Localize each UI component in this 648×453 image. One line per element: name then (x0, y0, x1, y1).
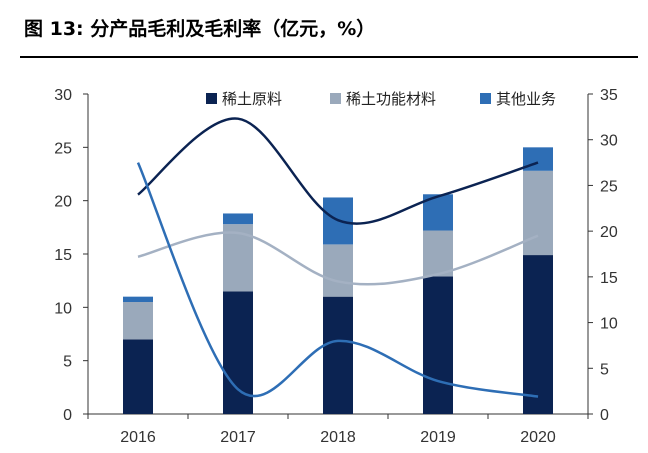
y-right-tick-label: 10 (600, 316, 618, 333)
y-left-tick-label: 30 (54, 87, 72, 104)
x-tick-label: 2020 (520, 429, 556, 446)
y-left-tick-label: 5 (63, 354, 72, 371)
bar-segment-1 (223, 291, 253, 414)
title-divider (20, 56, 638, 58)
y-right-tick-label: 5 (600, 361, 609, 378)
bar-segment-2 (323, 244, 353, 297)
y-right-tick-label: 30 (600, 133, 618, 150)
bar-segment-3 (123, 296, 153, 302)
x-tick-label: 2016 (120, 429, 156, 446)
x-tick-label: 2018 (320, 429, 356, 446)
bar-segment-2 (423, 230, 453, 277)
y-left-tick-label: 0 (63, 407, 72, 424)
bar-segment-1 (123, 339, 153, 414)
y-right-tick-label: 15 (600, 270, 618, 287)
bar-segment-2 (523, 170, 553, 256)
legend-label: 稀土原料 (222, 90, 282, 108)
y-right-tick-label: 35 (600, 87, 618, 104)
x-tick-label: 2017 (220, 429, 256, 446)
legend-swatch (480, 93, 491, 104)
margin-line-2 (137, 231, 539, 286)
margin-line-3 (136, 162, 539, 398)
bar-segment-1 (523, 255, 553, 414)
legend-label: 稀土功能材料 (346, 90, 436, 108)
margin-line-1 (137, 117, 539, 225)
y-left-tick-label: 20 (54, 194, 72, 211)
y-left-tick-label: 15 (54, 247, 72, 264)
legend-swatch (330, 93, 341, 104)
bar-segment-3 (223, 213, 253, 225)
x-tick-label: 2019 (420, 429, 456, 446)
bar-segment-2 (123, 302, 153, 340)
y-right-tick-label: 0 (600, 407, 609, 424)
chart-title: 图 13: 分产品毛利及毛利率（亿元，%） (24, 18, 376, 40)
y-left-tick-label: 10 (54, 300, 72, 317)
y-right-tick-label: 20 (600, 224, 618, 241)
bar-segment-1 (423, 276, 453, 414)
y-left-tick-label: 25 (54, 140, 72, 157)
legend-label: 其他业务 (496, 90, 556, 108)
bar-segment-1 (323, 296, 353, 414)
legend-swatch (206, 93, 217, 104)
y-right-tick-label: 25 (600, 178, 618, 195)
